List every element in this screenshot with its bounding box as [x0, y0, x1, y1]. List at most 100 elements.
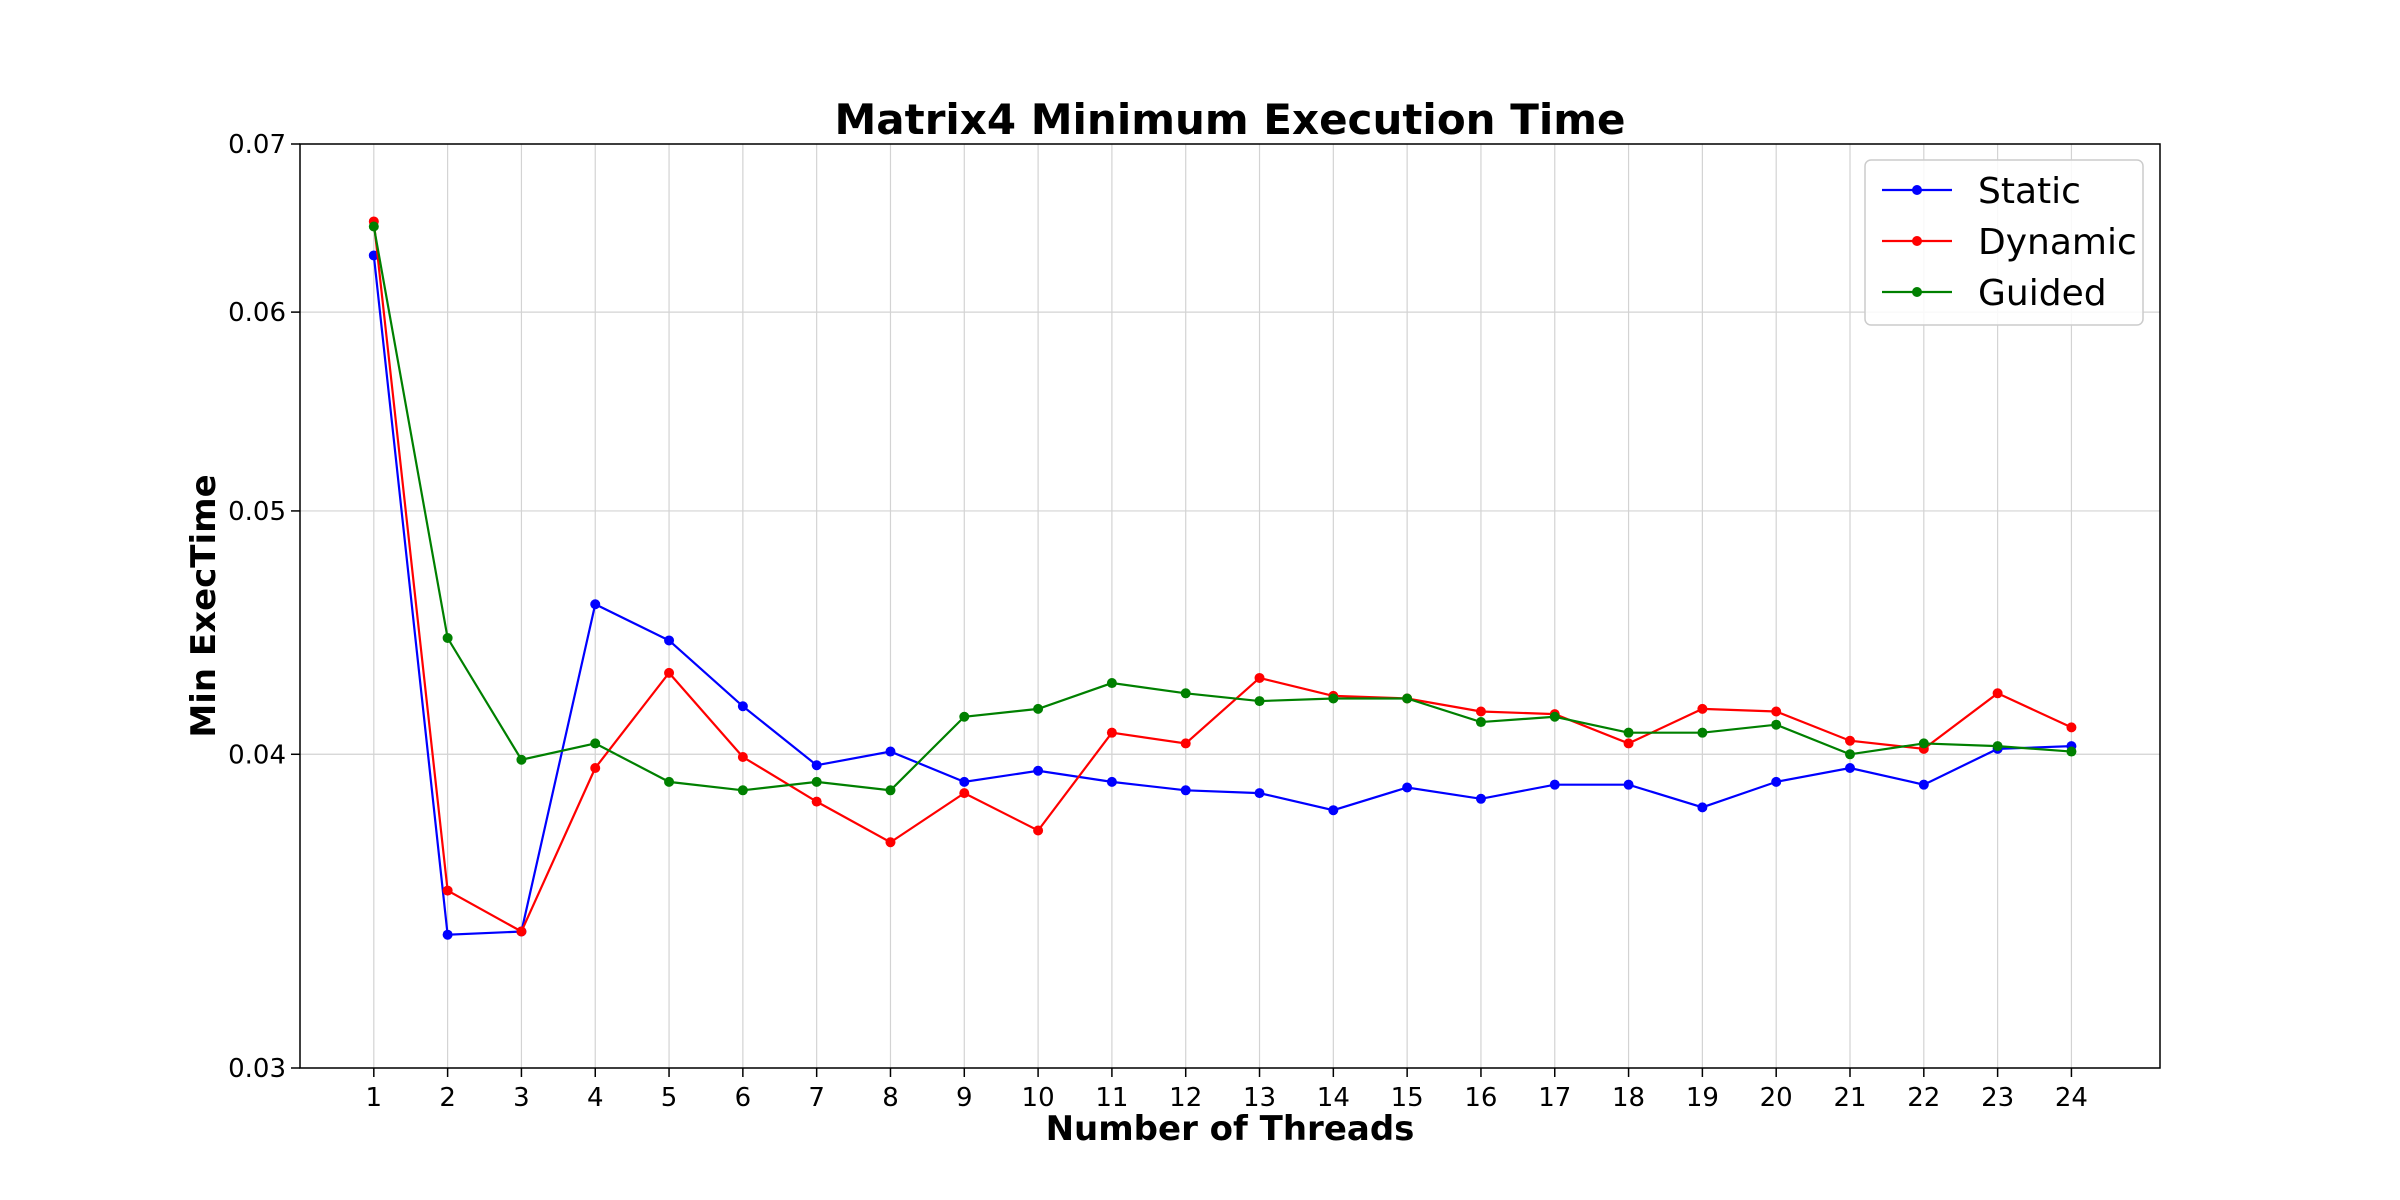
data-point-static [1475, 793, 1486, 804]
y-tick-label: 0.05 [228, 497, 286, 527]
data-point-guided [368, 221, 379, 232]
x-tick-label: 16 [1464, 1083, 1497, 1113]
legend-marker-static [1912, 185, 1922, 195]
data-point-dynamic [959, 788, 970, 799]
x-tick-label: 18 [1612, 1083, 1645, 1113]
x-tick-label: 13 [1243, 1083, 1276, 1113]
y-tick-label: 0.04 [228, 740, 286, 770]
data-point-dynamic [885, 837, 896, 848]
data-point-dynamic [1771, 706, 1782, 717]
data-point-static [1549, 779, 1560, 790]
data-point-guided [737, 785, 748, 796]
data-point-dynamic [1475, 706, 1486, 717]
data-point-static [1402, 782, 1413, 793]
x-tick-label: 5 [661, 1083, 678, 1113]
x-tick-label: 12 [1169, 1083, 1202, 1113]
x-tick-label: 24 [2055, 1083, 2088, 1113]
x-axis-title: Number of Threads [1046, 1109, 1415, 1149]
data-point-dynamic [442, 885, 453, 896]
data-point-dynamic [1992, 688, 2003, 699]
data-point-guided [1771, 719, 1782, 730]
legend-marker-dynamic [1912, 236, 1922, 246]
x-tick-label: 20 [1760, 1083, 1793, 1113]
data-point-guided [442, 633, 453, 644]
legend-label-guided: Guided [1978, 273, 2107, 314]
data-point-dynamic [1180, 738, 1191, 749]
x-tick-label: 19 [1686, 1083, 1719, 1113]
x-tick-label: 3 [513, 1083, 530, 1113]
data-point-static [1106, 776, 1117, 787]
legend: Static Dynamic Guided [1864, 159, 2144, 326]
y-tick-label: 0.07 [228, 130, 286, 160]
x-tick-label: 17 [1538, 1083, 1571, 1113]
x-tick-label: 9 [956, 1083, 973, 1113]
x-tick-label: 15 [1391, 1083, 1424, 1113]
data-point-static [590, 599, 601, 610]
data-point-dynamic [737, 752, 748, 763]
data-point-static [1180, 785, 1191, 796]
data-point-dynamic [1845, 735, 1855, 746]
data-point-guided [1918, 738, 1929, 749]
y-axis-title: Min ExecTime [184, 474, 224, 737]
data-point-dynamic [1623, 738, 1634, 749]
legend-label-dynamic: Dynamic [1978, 222, 2137, 263]
data-point-guided [885, 785, 896, 796]
chart-title: Matrix4 Minimum Execution Time [834, 95, 1625, 144]
data-point-guided [1623, 727, 1634, 738]
legend-label-static: Static [1978, 171, 2081, 212]
data-point-guided [1106, 678, 1117, 689]
data-point-dynamic [664, 667, 675, 678]
data-point-guided [1475, 717, 1486, 728]
series-line-static [372, 255, 2072, 936]
x-tick-label: 2 [439, 1083, 456, 1113]
x-tick-label: 4 [587, 1083, 604, 1113]
x-tick-label: 14 [1317, 1083, 1350, 1113]
series-line-dynamic [372, 221, 2072, 934]
legend-box [1864, 159, 2144, 326]
data-point-guided [811, 776, 822, 787]
data-point-guided [1254, 696, 1265, 707]
data-point-dynamic [1033, 825, 1044, 836]
data-point-guided [1180, 688, 1191, 699]
data-point-static [959, 776, 970, 787]
tick-layer: 1 2 3 4 5 6 7 8 9 10 11 12 13 14 15 16 17 18 19 20 21 22 23 240… [228, 130, 2088, 1113]
data-point-guided [1697, 727, 1708, 738]
legend-items: Static Dynamic Guided [1882, 171, 2137, 314]
data-point-static [811, 760, 822, 771]
data-point-dynamic [1697, 703, 1708, 714]
data-point-guided [1992, 741, 2003, 752]
data-point-static [1697, 802, 1708, 813]
data-point-static [1623, 779, 1634, 790]
data-point-static [442, 929, 453, 940]
data-point-guided [959, 711, 970, 722]
data-point-guided [1845, 749, 1855, 760]
data-point-guided [516, 754, 527, 765]
data-point-dynamic [1106, 727, 1117, 738]
data-point-static [1771, 776, 1782, 787]
data-point-dynamic [1254, 672, 1265, 683]
data-point-guided [590, 738, 601, 749]
x-tick-label: 11 [1095, 1083, 1128, 1113]
legend-marker-guided [1912, 287, 1922, 297]
data-point-static [885, 746, 896, 757]
data-point-guided [1328, 693, 1339, 704]
data-point-dynamic [516, 926, 527, 937]
data-point-guided [1549, 711, 1560, 722]
data-point-guided [2066, 746, 2077, 757]
plot-frame [299, 143, 2161, 1069]
x-tick-label: 7 [808, 1083, 825, 1113]
x-tick-label: 23 [1981, 1083, 2014, 1113]
y-tick-label: 0.03 [228, 1054, 286, 1084]
y-tick-label: 0.06 [228, 298, 286, 328]
data-point-dynamic [811, 796, 822, 807]
data-point-guided [1402, 693, 1413, 704]
data-point-static [1328, 805, 1339, 816]
series-line-guided [372, 226, 2072, 792]
data-point-static [1254, 788, 1265, 799]
data-point-dynamic [2066, 722, 2077, 733]
x-tick-label: 22 [1907, 1083, 1940, 1113]
x-tick-label: 6 [735, 1083, 752, 1113]
data-point-static [1918, 779, 1929, 790]
data-point-dynamic [590, 762, 601, 773]
